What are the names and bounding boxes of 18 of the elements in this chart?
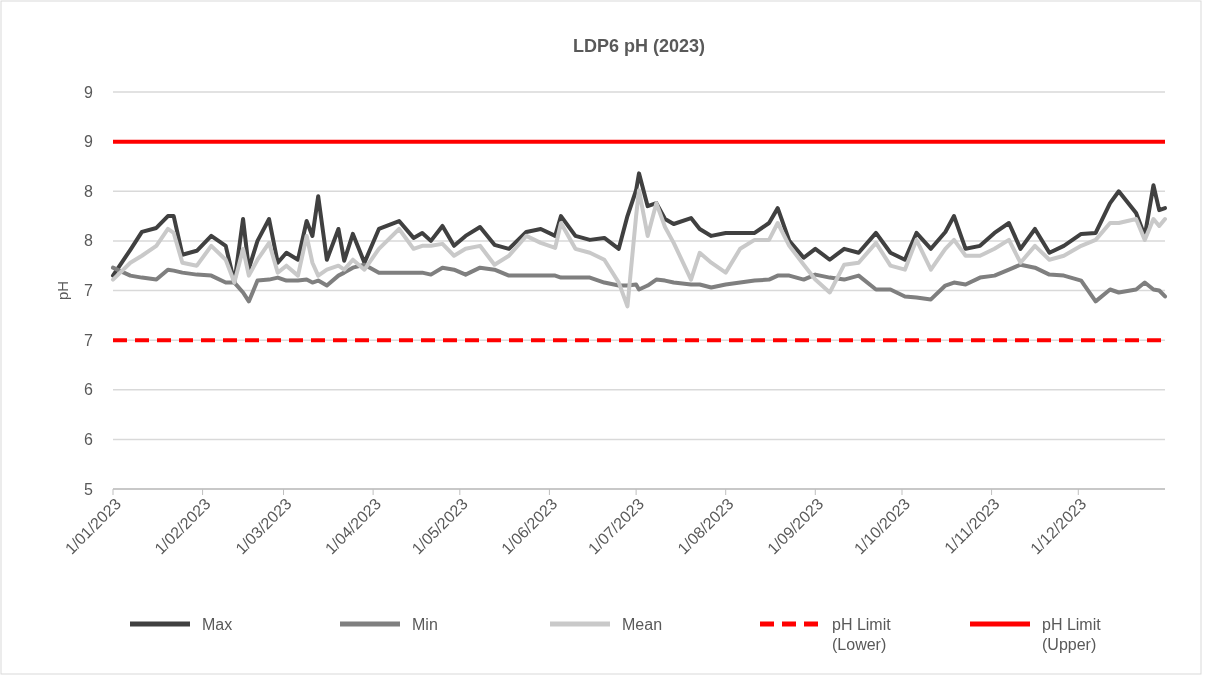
line-series [111, 262, 1167, 304]
legend-label: Max [202, 615, 233, 633]
y-tick-label: 5 [84, 480, 94, 498]
legend-label: Mean [622, 615, 663, 633]
y-tick-label: 9 [84, 83, 94, 101]
y-tick-label: 8 [84, 232, 94, 250]
y-tick-label: 6 [84, 381, 94, 399]
y-tick-label: 7 [84, 331, 94, 349]
line-series [111, 188, 1167, 309]
legend-label: pH Limit (Upper) [1042, 615, 1102, 653]
y-tick-label: 9 [84, 133, 94, 151]
y-tick-label: 7 [84, 282, 94, 300]
y-tick-label: 8 [84, 182, 94, 200]
y-tick-label: 6 [84, 430, 94, 448]
legend-label: Min [412, 615, 438, 633]
legend-label: pH Limit (Lower) [832, 615, 892, 653]
chart-title: LDP6 pH (2023) [572, 36, 706, 56]
y-axis-title: pH [54, 280, 71, 301]
